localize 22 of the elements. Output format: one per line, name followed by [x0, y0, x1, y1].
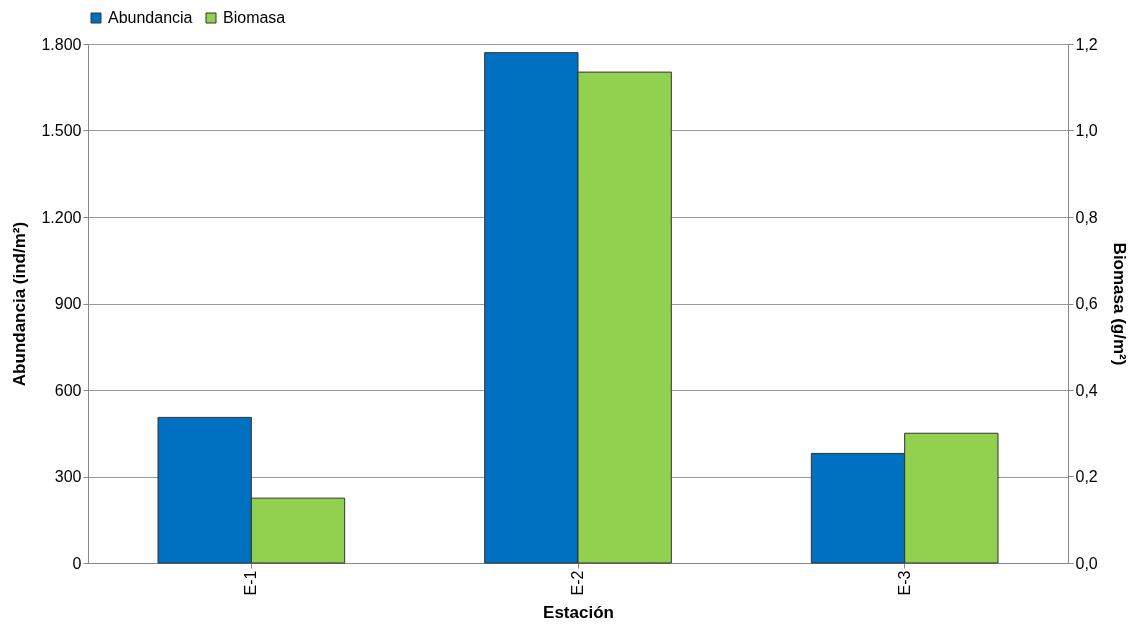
- x-tick-label: E-2: [569, 570, 586, 596]
- y-tick-label: 1.800: [41, 35, 82, 53]
- y2-tick-label: 1,2: [1075, 35, 1098, 53]
- y2-tick-label: 0,2: [1075, 468, 1098, 485]
- legend-label: Biomasa: [223, 9, 286, 26]
- x-tick-label: E-1: [242, 570, 260, 596]
- legend-label: Abundancia: [108, 9, 193, 26]
- y-tick-label: 1.200: [41, 208, 82, 226]
- y2-axis-title: Biomasa (g/m²): [1109, 242, 1129, 366]
- y2-tick-label: 1,0: [1075, 122, 1098, 139]
- y-tick-label: 600: [54, 381, 82, 399]
- y2-tick-label: 0,4: [1075, 381, 1098, 399]
- x-axis-title: Estación: [543, 603, 614, 623]
- y-tick-label: 300: [54, 468, 82, 485]
- y2-tick-label: 0,8: [1075, 208, 1098, 226]
- y-tick-label: 0: [72, 554, 82, 572]
- y2-tick-label: 0,0: [1075, 554, 1098, 572]
- y-axis-title: Abundancia (ind/m²): [10, 221, 30, 387]
- y-tick-label: 900: [54, 295, 82, 312]
- x-tick-label: E-3: [895, 570, 913, 596]
- y-tick-label: 1.500: [41, 122, 82, 139]
- y2-tick-label: 0,6: [1075, 295, 1098, 312]
